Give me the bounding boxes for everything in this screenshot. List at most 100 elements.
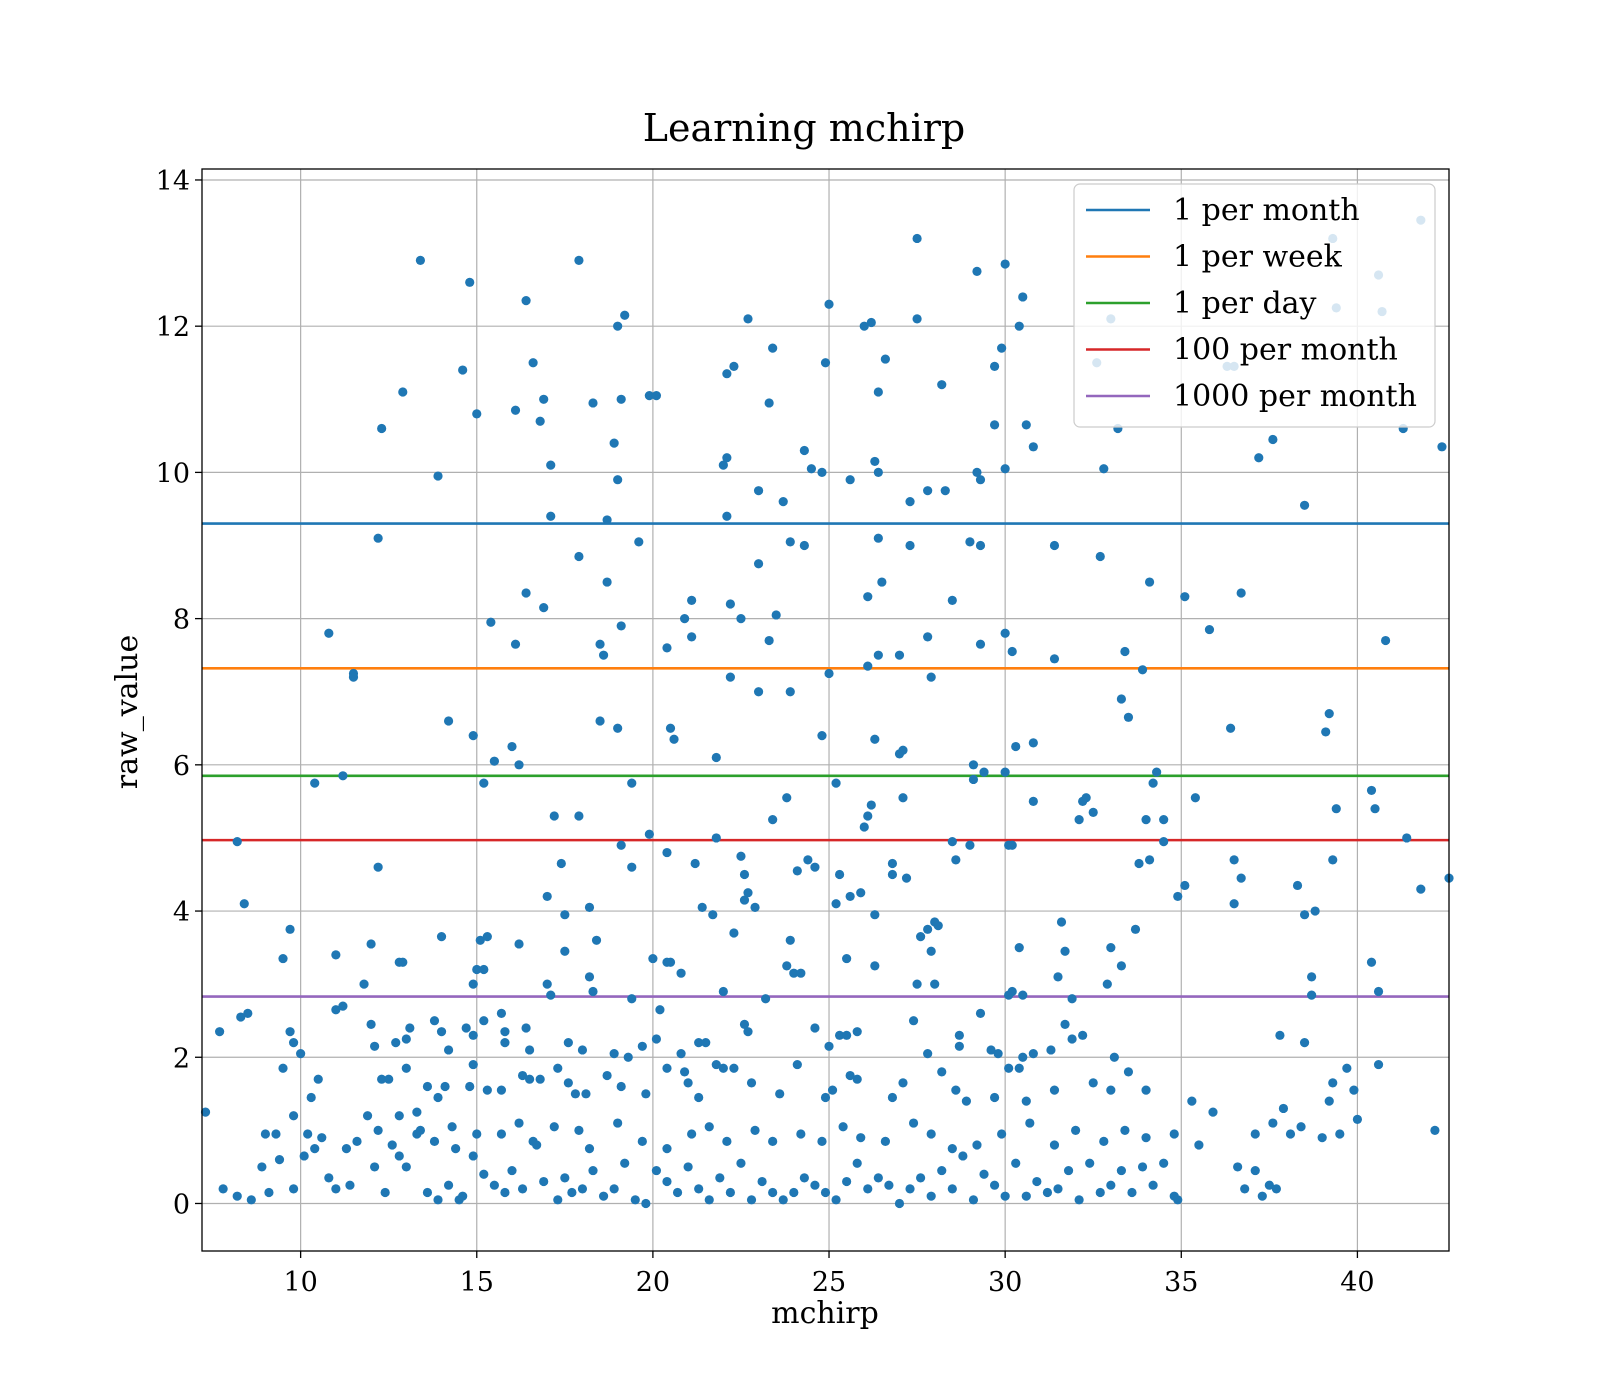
data-point xyxy=(1335,1129,1345,1139)
data-point xyxy=(1331,804,1341,814)
data-point xyxy=(1049,1085,1060,1095)
data-point xyxy=(1028,796,1038,806)
data-point xyxy=(1310,906,1320,916)
data-point xyxy=(859,321,869,331)
data-point xyxy=(662,643,672,653)
data-point xyxy=(799,1173,809,1183)
legend-label: 1 per month xyxy=(1173,193,1360,228)
data-point xyxy=(398,387,408,397)
data-point xyxy=(278,953,288,964)
data-point xyxy=(873,467,883,477)
data-point xyxy=(940,486,950,496)
data-point xyxy=(1060,946,1070,956)
data-point xyxy=(761,994,771,1004)
data-point xyxy=(574,811,584,821)
data-point xyxy=(274,1155,285,1165)
data-point xyxy=(1137,665,1148,675)
data-point xyxy=(458,365,468,375)
data-point xyxy=(870,456,880,467)
data-point xyxy=(894,1198,905,1209)
data-point xyxy=(989,1092,1000,1103)
data-point xyxy=(873,1173,883,1183)
data-point xyxy=(644,391,654,401)
y-axis-label: raw_value xyxy=(110,635,145,789)
data-point xyxy=(510,639,521,649)
data-point xyxy=(521,588,531,598)
data-point xyxy=(1021,1191,1031,1201)
data-point xyxy=(373,862,383,872)
data-point xyxy=(1278,1103,1289,1114)
data-point xyxy=(560,946,570,956)
data-point xyxy=(602,1070,612,1081)
data-point xyxy=(637,1136,647,1146)
data-point xyxy=(863,811,873,821)
data-point xyxy=(345,1180,355,1190)
data-point xyxy=(856,888,866,898)
data-point xyxy=(665,957,676,967)
data-point xyxy=(581,1089,591,1099)
data-point xyxy=(613,475,623,485)
data-point xyxy=(933,921,943,931)
data-point xyxy=(366,1019,376,1029)
data-point xyxy=(1430,1125,1440,1135)
data-point xyxy=(979,1169,989,1179)
data-point xyxy=(1021,1096,1031,1106)
data-point xyxy=(782,961,792,971)
data-point xyxy=(894,650,905,660)
data-point xyxy=(443,1045,454,1055)
data-point xyxy=(215,1027,225,1037)
data-point xyxy=(468,979,478,989)
data-point xyxy=(711,752,721,763)
data-point xyxy=(401,1162,411,1172)
y-tick-label: 4 xyxy=(173,897,190,928)
data-point xyxy=(764,635,774,646)
data-point xyxy=(905,497,915,507)
data-point xyxy=(1014,943,1024,953)
data-point xyxy=(1250,1165,1260,1176)
data-point xyxy=(926,1129,936,1139)
data-point xyxy=(1275,1030,1285,1040)
data-point xyxy=(796,968,806,978)
data-point xyxy=(271,1129,281,1139)
data-point xyxy=(560,1173,570,1183)
data-point xyxy=(739,1019,750,1029)
data-point xyxy=(482,1085,492,1095)
data-point xyxy=(905,1184,915,1194)
data-point xyxy=(362,1111,373,1121)
data-point xyxy=(916,932,926,942)
data-point xyxy=(820,1187,831,1198)
data-point xyxy=(595,639,605,649)
data-point xyxy=(517,1184,528,1194)
data-point xyxy=(827,1085,838,1095)
data-point xyxy=(630,1195,640,1205)
data-point xyxy=(546,990,556,1000)
data-point xyxy=(1208,1107,1218,1117)
data-point xyxy=(1307,972,1317,982)
data-point xyxy=(613,321,623,331)
data-point xyxy=(549,1122,559,1132)
data-point xyxy=(1144,577,1155,587)
data-point xyxy=(1152,767,1162,777)
data-point xyxy=(468,730,478,741)
data-point xyxy=(514,760,524,770)
data-point xyxy=(753,559,764,569)
data-point xyxy=(782,793,792,803)
data-point xyxy=(975,540,986,551)
data-point xyxy=(687,595,697,605)
data-point xyxy=(937,380,947,390)
data-point xyxy=(264,1187,274,1198)
data-point xyxy=(1296,1122,1306,1132)
data-point xyxy=(711,833,721,843)
data-point xyxy=(1099,464,1109,474)
data-point xyxy=(584,972,595,982)
data-point xyxy=(817,730,827,741)
data-point xyxy=(1014,1063,1024,1073)
data-point xyxy=(500,1038,510,1048)
data-point xyxy=(1011,741,1021,752)
data-point xyxy=(672,1187,683,1198)
data-point xyxy=(405,1023,415,1033)
data-point xyxy=(317,1133,327,1143)
data-point xyxy=(655,1005,665,1015)
data-point xyxy=(1120,1125,1130,1135)
data-point xyxy=(820,1092,831,1103)
